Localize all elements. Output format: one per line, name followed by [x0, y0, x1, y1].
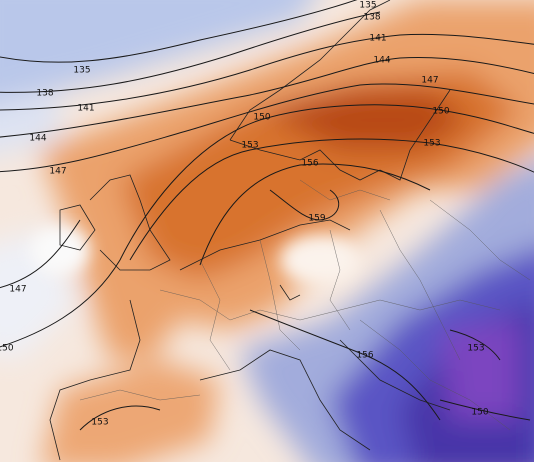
- contour-label: 141: [77, 104, 94, 114]
- contour-label: 156: [301, 159, 318, 169]
- contour-label: 147: [421, 76, 438, 86]
- contour-label: 153: [91, 418, 108, 428]
- contour-label: 150: [432, 107, 449, 117]
- contour-label: 150: [0, 344, 14, 354]
- contour-label: 150: [471, 408, 488, 418]
- contour-label: 144: [29, 134, 46, 144]
- contour-label: 141: [369, 34, 386, 44]
- contour-label: 138: [363, 13, 380, 23]
- contour-label: 159: [308, 214, 325, 224]
- contour-label: 153: [423, 139, 440, 149]
- contour-label: 147: [49, 167, 66, 177]
- isolines: [0, 0, 534, 431]
- contour-label: 150: [253, 113, 270, 123]
- contour-label: 135: [359, 1, 376, 11]
- contour-label: 153: [241, 141, 258, 151]
- contour-label: 153: [467, 344, 484, 354]
- contour-label: 144: [373, 56, 390, 66]
- borders: [79, 179, 531, 431]
- contour-label: 147: [9, 285, 26, 295]
- contour-label: 156: [356, 351, 373, 361]
- contour-label: 138: [36, 89, 53, 99]
- contour-label: 135: [73, 66, 90, 76]
- highlights: [30, 225, 360, 285]
- coastlines: [49, 0, 451, 461]
